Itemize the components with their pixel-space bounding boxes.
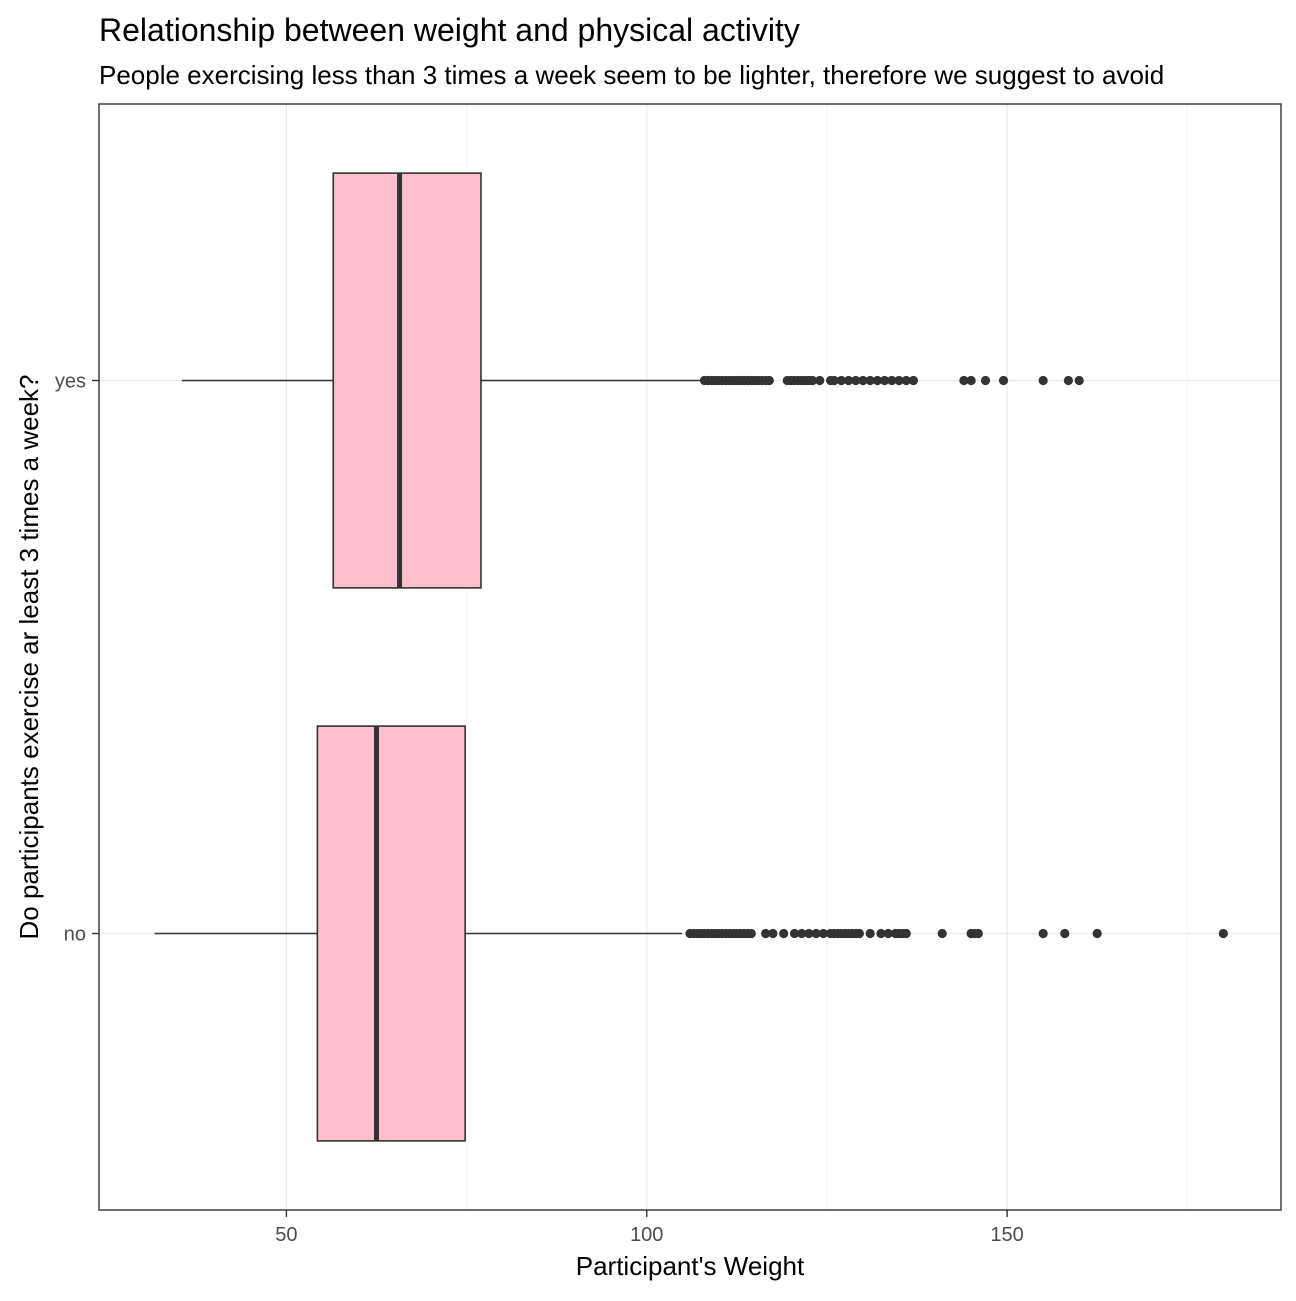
x-tick-label: 100 <box>630 1224 663 1246</box>
outlier-point <box>807 375 818 386</box>
outlier-point <box>789 928 800 939</box>
outlier-point <box>876 928 886 939</box>
outlier-point <box>843 375 854 386</box>
outlier-point <box>887 375 897 386</box>
outlier-point <box>1074 375 1084 386</box>
outlier-point <box>872 375 882 386</box>
outlier-point <box>973 928 983 939</box>
iqr-box <box>332 172 482 589</box>
outlier-point <box>1038 375 1048 386</box>
outlier-point <box>901 375 911 386</box>
outlier-point <box>829 375 839 386</box>
outlier-point <box>854 928 864 939</box>
boxplot-no <box>154 725 1228 1142</box>
outlier-point <box>966 375 976 386</box>
outlier-point <box>1038 928 1048 939</box>
outlier-point <box>865 375 875 386</box>
boxplot-yes <box>181 172 1084 589</box>
y-tick-label: yes <box>55 371 86 393</box>
plot-panel-border <box>98 103 1282 1211</box>
chart-subtitle: People exercising less than 3 times a we… <box>99 60 1164 90</box>
outlier-point <box>768 928 778 939</box>
outlier-point <box>761 928 771 939</box>
outlier-point <box>764 375 774 386</box>
x-axis-title: Participant's Weight <box>576 1251 805 1281</box>
y-tick-label: no <box>64 924 86 946</box>
x-axis: 50 100 150 <box>275 1210 1024 1246</box>
outlier-point <box>901 928 911 939</box>
outlier-point <box>883 928 893 939</box>
box-layer <box>154 172 1228 1142</box>
outlier-point <box>779 928 789 939</box>
outlier-point <box>836 375 846 386</box>
outlier-point <box>815 375 825 386</box>
outlier-point <box>797 928 807 939</box>
outlier-point <box>894 375 904 386</box>
x-tick-label: 50 <box>275 1224 297 1246</box>
outlier-point <box>865 928 875 939</box>
outlier-point <box>937 928 947 939</box>
y-axis: no yes <box>55 371 99 946</box>
outlier-point <box>811 928 821 939</box>
grid-lines <box>99 104 1281 1210</box>
outlier-point <box>858 375 868 386</box>
outlier-point <box>879 375 890 386</box>
y-axis-title: Do participants exercise ar least 3 time… <box>14 374 44 939</box>
chart-title: Relationship between weight and physical… <box>99 12 800 48</box>
outlier-point <box>1063 375 1073 386</box>
outlier-point <box>959 375 969 386</box>
outlier-point <box>908 375 919 386</box>
outlier-point <box>1060 928 1070 939</box>
iqr-box <box>316 725 466 1142</box>
outlier-point <box>818 928 828 939</box>
outlier-point <box>998 375 1009 386</box>
outlier-point <box>851 375 861 386</box>
outlier-point <box>1092 928 1102 939</box>
outlier-point <box>980 375 991 386</box>
outlier-point <box>1218 928 1228 939</box>
outlier-point <box>746 928 756 939</box>
x-tick-label: 150 <box>990 1224 1023 1246</box>
outlier-point <box>804 928 814 939</box>
